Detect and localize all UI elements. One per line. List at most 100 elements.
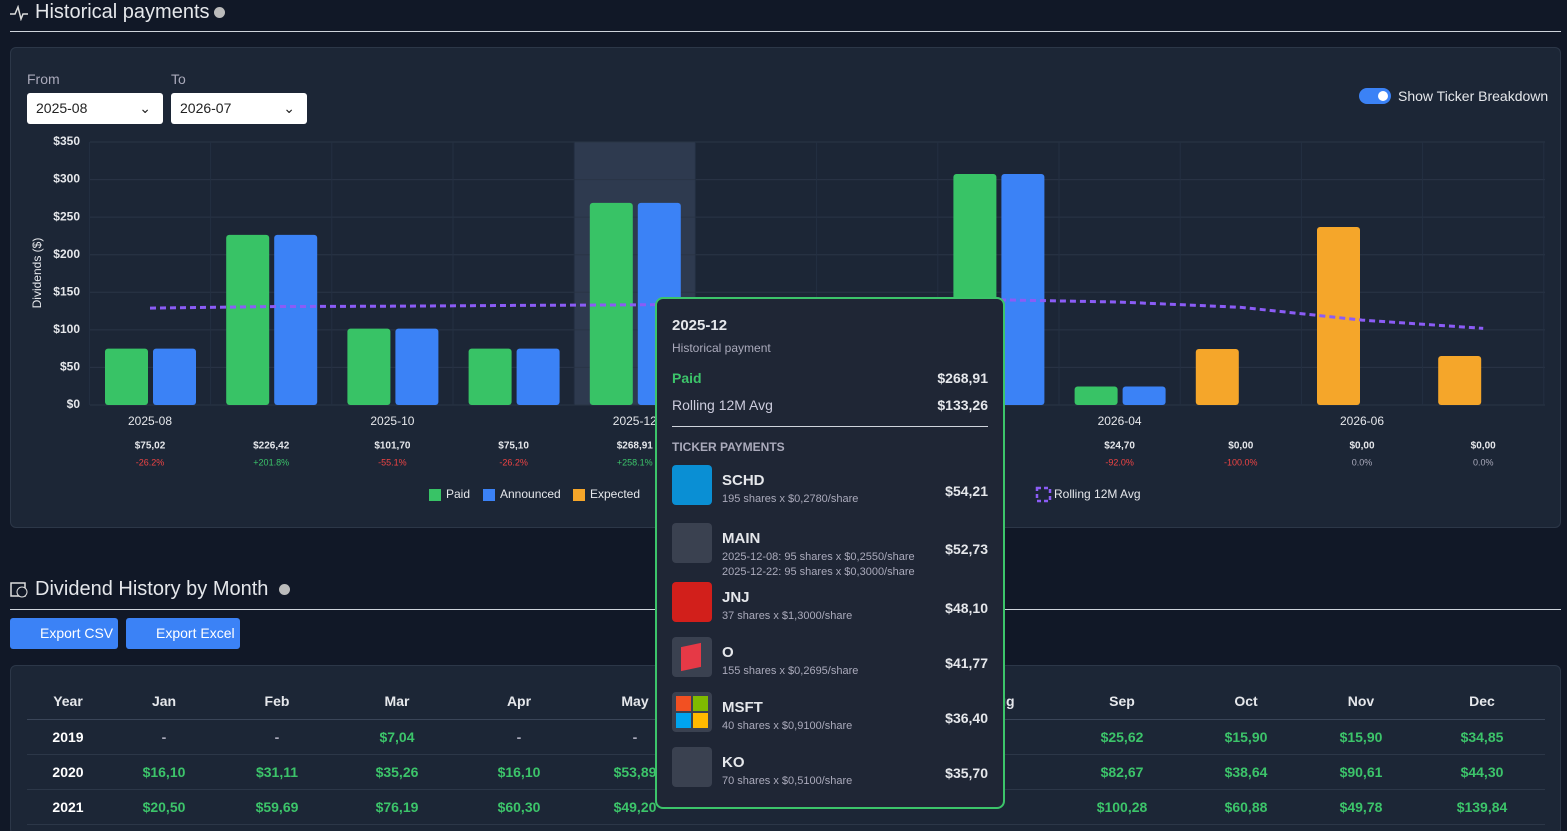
from-select[interactable]: 2025-08 ⌄ bbox=[27, 93, 163, 124]
table-cell: $35,26 bbox=[375, 764, 419, 780]
table-cell: 2020 bbox=[52, 764, 84, 780]
table-cell: $25,62 bbox=[1100, 729, 1144, 745]
bar bbox=[1317, 226, 1360, 405]
from-label: From bbox=[27, 71, 60, 87]
table-cell: $44,30 bbox=[1460, 764, 1504, 780]
x-tick-label: 2025-08 bbox=[128, 414, 172, 428]
table-cell: $16,10 bbox=[142, 764, 186, 780]
legend-label: Rolling 12M Avg bbox=[1054, 487, 1141, 501]
table-header: May bbox=[621, 693, 649, 709]
table-cell: $15,90 bbox=[1224, 729, 1268, 745]
section-title: Historical payments bbox=[35, 1, 210, 23]
y-tick-label: $250 bbox=[53, 209, 80, 223]
value-label: $24,70 bbox=[1104, 441, 1135, 452]
table-cell: $16,10 bbox=[497, 764, 541, 780]
x-tick-label: 2026-04 bbox=[1098, 414, 1142, 428]
table-header: Oct bbox=[1234, 693, 1258, 709]
ticker-logo bbox=[672, 582, 712, 622]
legend-swatch bbox=[483, 489, 495, 501]
export-excel-button[interactable]: Export Excel bbox=[126, 618, 240, 649]
table-cell: $100,28 bbox=[1096, 799, 1148, 815]
y-tick-label: $100 bbox=[53, 322, 80, 336]
table-cell: $7,04 bbox=[379, 729, 415, 745]
table-cell: - bbox=[632, 729, 638, 745]
bar bbox=[395, 328, 439, 405]
legend-swatch bbox=[573, 489, 585, 501]
ticker-detail: 2025-12-08: 95 shares x $0,2550/share bbox=[722, 551, 915, 563]
paid-label: Paid bbox=[672, 370, 702, 386]
ticker-name: MSFT bbox=[722, 699, 763, 716]
bar bbox=[1001, 174, 1045, 405]
help-icon bbox=[214, 7, 225, 18]
value-label: $101,70 bbox=[374, 441, 411, 452]
bar bbox=[274, 234, 318, 405]
bar bbox=[516, 348, 560, 405]
ticker-detail: 2025-12-22: 95 shares x $0,3000/share bbox=[722, 566, 915, 578]
ticker-amount: $35,70 bbox=[945, 765, 988, 781]
value-label: $226,42 bbox=[253, 441, 290, 452]
bar bbox=[468, 348, 512, 405]
avg-value: $133,26 bbox=[937, 397, 988, 413]
ticker-logo bbox=[672, 523, 712, 563]
change-label: -26.2% bbox=[499, 457, 528, 467]
value-label: $0,00 bbox=[1228, 441, 1253, 452]
y-tick-label: $350 bbox=[53, 134, 80, 148]
table-cell: $20,50 bbox=[142, 799, 186, 815]
to-select[interactable]: 2026-07 ⌄ bbox=[171, 93, 307, 124]
table-cell: $76,19 bbox=[375, 799, 419, 815]
bar bbox=[153, 348, 196, 405]
value-label: $0,00 bbox=[1349, 441, 1374, 452]
table-cell: - bbox=[516, 729, 522, 745]
toggle-label: Show Ticker Breakdown bbox=[1398, 88, 1549, 104]
y-axis-label: Dividends ($) bbox=[30, 238, 44, 309]
section-label: TICKER PAYMENTS bbox=[672, 440, 785, 454]
bar bbox=[1195, 349, 1239, 405]
toggle[interactable] bbox=[1359, 88, 1391, 104]
bar bbox=[1074, 386, 1118, 405]
divider bbox=[672, 426, 988, 427]
change-label: 0.0% bbox=[1352, 457, 1373, 467]
table-header: Apr bbox=[506, 693, 532, 709]
bar bbox=[226, 234, 270, 405]
y-tick-label: $300 bbox=[53, 172, 80, 186]
legend-swatch bbox=[1035, 486, 1052, 503]
section-title: Dividend History by Month bbox=[35, 578, 269, 600]
table-header: Dec bbox=[1469, 693, 1495, 709]
avg-label: Rolling 12M Avg bbox=[672, 397, 773, 413]
table-cell: $53,89 bbox=[613, 764, 657, 780]
y-tick-label: $200 bbox=[53, 247, 80, 261]
value-label: $75,10 bbox=[498, 441, 529, 452]
table-cell: - bbox=[161, 729, 167, 745]
change-label: -55.1% bbox=[378, 457, 407, 467]
table-cell: $38,64 bbox=[1224, 764, 1268, 780]
value-label: $75,02 bbox=[135, 441, 166, 452]
export-csv-button[interactable]: Export CSV bbox=[10, 618, 118, 649]
ticker-logo bbox=[672, 692, 712, 732]
ticker-amount: $36,40 bbox=[945, 710, 988, 726]
ticker-name: O bbox=[722, 644, 734, 661]
x-tick-label: 2025-12 bbox=[613, 414, 657, 428]
ticker-detail: 70 shares x $0,5100/share bbox=[722, 775, 853, 787]
y-tick-label: $0 bbox=[67, 397, 81, 411]
table-cell: $49,20 bbox=[613, 799, 657, 815]
table-cell: $59,69 bbox=[255, 799, 299, 815]
table-cell: $139,84 bbox=[1456, 799, 1508, 815]
to-value: 2026-07 bbox=[180, 100, 232, 116]
y-tick-label: $50 bbox=[60, 360, 80, 374]
table-cell: $49,78 bbox=[1339, 799, 1383, 815]
ticker-name: KO bbox=[722, 754, 745, 771]
to-label: To bbox=[171, 71, 186, 87]
ticker-detail: 37 shares x $1,3000/share bbox=[722, 610, 853, 622]
bar bbox=[105, 348, 148, 405]
help-icon bbox=[279, 584, 290, 595]
row-divider bbox=[27, 824, 1545, 825]
table-cell: $90,61 bbox=[1339, 764, 1383, 780]
table-cell: 2019 bbox=[52, 729, 84, 745]
value-label: $268,91 bbox=[617, 441, 654, 452]
tooltip-subtitle: Historical payment bbox=[672, 341, 771, 355]
table-header: Feb bbox=[264, 693, 290, 709]
tooltip-title: 2025-12 bbox=[672, 317, 728, 334]
change-label: -92.0% bbox=[1105, 457, 1134, 467]
table-header: Sep bbox=[1109, 693, 1135, 709]
